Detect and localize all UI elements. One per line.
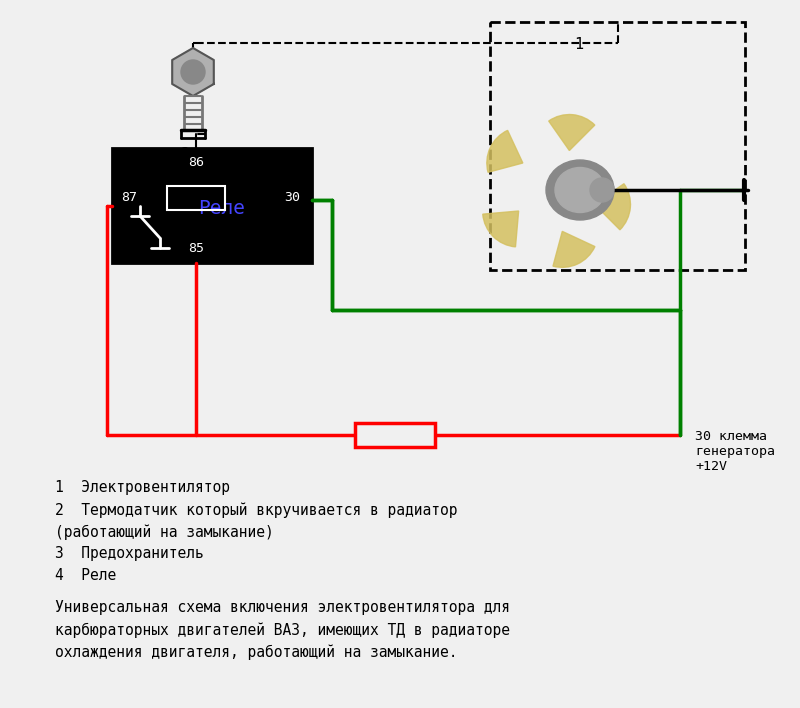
Ellipse shape [546, 160, 614, 220]
Text: 86: 86 [188, 156, 204, 169]
Text: 1  Электровентилятор: 1 Электровентилятор [55, 480, 230, 495]
Text: 85: 85 [188, 243, 204, 256]
Wedge shape [549, 115, 595, 151]
Circle shape [590, 178, 614, 202]
Bar [112, 148, 312, 263]
Text: 87: 87 [121, 191, 137, 204]
Wedge shape [482, 211, 518, 247]
Text: Реле: Реле [198, 200, 246, 219]
Ellipse shape [555, 168, 605, 212]
Text: 2: 2 [181, 147, 190, 162]
Bar [490, 22, 745, 270]
Wedge shape [487, 130, 523, 172]
Text: 30 клемма
генератора
+12V: 30 клемма генератора +12V [695, 430, 775, 473]
Wedge shape [553, 232, 595, 268]
Text: Универсальная схема включения электровентилятора для: Универсальная схема включения электровен… [55, 600, 510, 615]
Text: 4  Реле: 4 Реле [55, 568, 116, 583]
Circle shape [181, 60, 205, 84]
Text: 30: 30 [284, 191, 300, 204]
Bar [167, 186, 225, 210]
Text: карбюраторных двигателей ВАЗ, имеющих ТД в радиаторе: карбюраторных двигателей ВАЗ, имеющих ТД… [55, 622, 510, 637]
Polygon shape [172, 48, 214, 96]
Bar [355, 423, 435, 447]
Text: (работающий на замыкание): (работающий на замыкание) [55, 524, 274, 539]
Text: 1: 1 [574, 37, 584, 52]
Text: 3  Предохранитель: 3 Предохранитель [55, 546, 204, 561]
Text: 2  Термодатчик который вкручивается в радиатор: 2 Термодатчик который вкручивается в рад… [55, 502, 458, 518]
Wedge shape [594, 183, 630, 230]
Text: охлаждения двигателя, работающий на замыкание.: охлаждения двигателя, работающий на замы… [55, 644, 458, 659]
